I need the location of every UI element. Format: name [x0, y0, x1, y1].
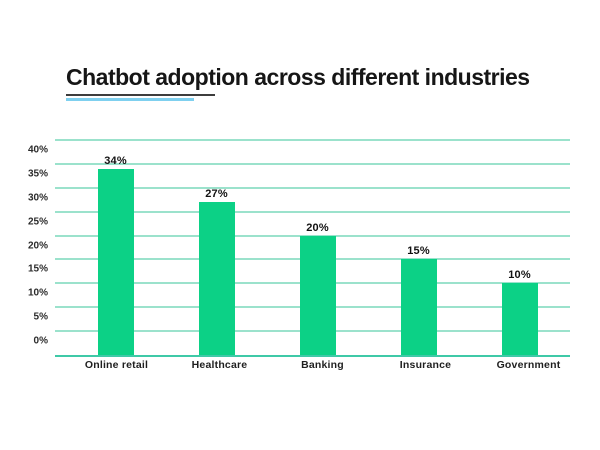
bar-column: 15% [368, 140, 469, 355]
bars-layer: 34% 27% 20% 15% 10% [55, 140, 570, 355]
x-category-label: Insurance [399, 359, 452, 371]
bar-value-label: 20% [306, 221, 329, 234]
x-category-label: Online retail [84, 359, 149, 371]
title-underline-dark [66, 94, 215, 96]
bar-value-label: 10% [508, 269, 531, 282]
bar-column: 10% [469, 140, 570, 355]
y-tick-label: 10% [27, 287, 48, 299]
bar-column: 27% [166, 140, 267, 355]
x-axis-labels: Online retail Healthcare Banking Insurance G… [55, 359, 580, 371]
y-tick-label: 15% [27, 263, 48, 275]
bar [299, 235, 336, 355]
bar [400, 259, 437, 355]
gridline: 35% [28, 162, 570, 179]
x-category-label: Government [496, 359, 561, 371]
bar-value-label: 34% [104, 154, 127, 167]
bar-value-label: 15% [407, 245, 430, 258]
y-tick-label: 40% [27, 144, 48, 156]
gridline: 40% [28, 139, 570, 156]
y-tick-label: 30% [27, 192, 48, 204]
y-tick-label: 20% [27, 240, 48, 252]
bar-column: 20% [267, 140, 368, 355]
gridline: 25% [28, 210, 570, 227]
plot-area: 0% 5% 10% 15% 20% 25% 30% 35% 40% 34% 27% 20% 15% 10… [28, 139, 570, 357]
y-tick-label: 5% [33, 311, 48, 323]
bar [501, 283, 538, 355]
y-tick-label: 35% [27, 168, 48, 180]
bar [198, 202, 235, 355]
bar [97, 168, 134, 355]
x-category-label: Healthcare [191, 359, 248, 371]
y-tick-label: 0% [33, 335, 48, 347]
y-tick-label: 25% [27, 216, 48, 228]
gridline: 30% [28, 186, 570, 203]
bar-column: 34% [65, 140, 166, 355]
bar-value-label: 27% [205, 188, 228, 201]
x-category-label: Banking [301, 359, 344, 371]
title-underline-blue [66, 98, 194, 101]
chart-title: Chatbot adoption across different indust… [66, 64, 530, 90]
